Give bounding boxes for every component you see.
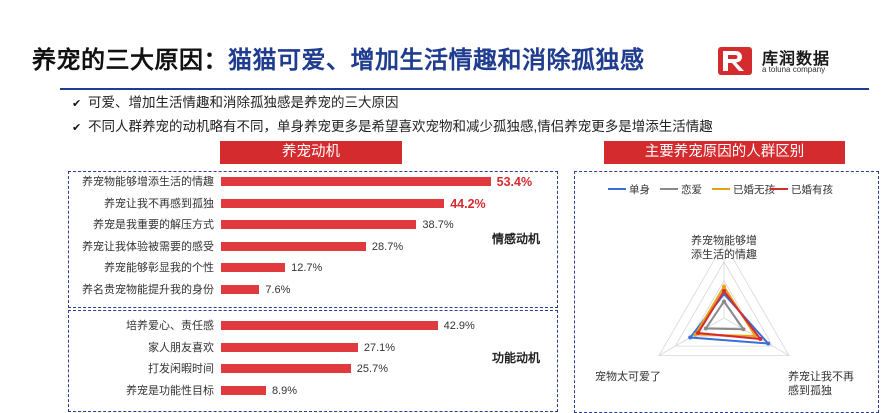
bar-value-label: 27.1% [363, 341, 396, 354]
bar-value-label: 7.6% [265, 284, 291, 296]
radar-point [703, 326, 708, 331]
bullet-1: ✔ 可爱、增加生活情趣和消除孤独感是养宠的三大原因 [72, 91, 399, 111]
radar-grid-ring [690, 279, 758, 338]
title-part-main: 养宠的三大原因： [32, 47, 228, 74]
title-divider [60, 88, 869, 90]
bullet-2: ✔ 不同人群养宠的动机略有不同，单身养宠更多是希望喜欢宠物和减少孤独感,情侣养宠更… [72, 115, 713, 135]
bullet-text: 可爱、增加生活情趣和消除孤独感是养宠的三大原因 [88, 95, 399, 110]
radar-axis-label: 宠物太可爱了 [595, 369, 661, 383]
bar-category-label: 养宠是我重要的解压方式 [93, 219, 214, 232]
radar-series-2 [703, 299, 746, 331]
bar-category-label: 培养爱心、责任感 [126, 320, 214, 332]
logo-subtitle: a toluna company [762, 65, 826, 74]
bar-value-label: 25.7% [356, 363, 388, 376]
title-part-highlight: 猫猫可爱、增加生活情趣和消除孤独感 [228, 47, 645, 74]
brand-logo: 库润数据 a toluna company [718, 44, 868, 78]
radar-grid-ring [658, 242, 790, 356]
legend-label: 已婚有孩 [791, 183, 833, 196]
bar-category-label: 养宠是功能性目标 [126, 384, 214, 397]
bar-category-label: 养宠能够彰显我的个性 [104, 262, 214, 275]
bar-chart-title: 养宠动机 [220, 141, 402, 164]
radar-point [722, 284, 726, 289]
bar [221, 342, 358, 352]
radar-point [766, 341, 771, 346]
radar-point [722, 289, 726, 293]
bar [221, 364, 351, 374]
radar-point [688, 335, 693, 340]
bullet-text: 不同人群养宠的动机略有不同，单身养宠更多是希望喜欢宠物和减少孤独感,情侣养宠更多… [88, 119, 713, 134]
bar-value-label: 8.9% [271, 384, 298, 397]
emotional-motive-box [68, 171, 558, 308]
logo-name: 库润数据 [762, 51, 831, 68]
radar-point [758, 337, 763, 341]
bar-value-label: 28.7% [371, 240, 404, 253]
radar-chart-title: 主要养宠原因的人群区别 [604, 141, 845, 164]
bar-category-label: 打发闲暇时间 [148, 363, 214, 376]
bar-value-label: 38.7% [422, 219, 454, 232]
bullet-check-icon: ✔ [72, 122, 82, 134]
bar-category-label: 养宠让我体验被需要的感受 [82, 240, 214, 253]
bar [221, 321, 438, 330]
bar [221, 385, 266, 395]
bar [221, 285, 260, 294]
legend-label: 恋爱 [681, 183, 702, 196]
bar [221, 177, 491, 186]
bar-category-label: 养宠物能够增添生活的情趣 [82, 176, 214, 188]
bar-category-label: 养宠让我不再感到孤独 [104, 197, 214, 210]
bar-category-label: 家人朋友喜欢 [148, 341, 214, 354]
radar-axis-label: 养宠物能够增添生活的情趣 [691, 233, 757, 261]
radar-point [741, 327, 746, 332]
bar [221, 220, 417, 230]
radar-point [722, 299, 726, 304]
logo-mark-icon [718, 47, 752, 75]
bar [221, 263, 286, 273]
page-title: 养宠的三大原因：猫猫可爱、增加生活情趣和消除孤独感 [32, 40, 645, 75]
bullet-check-icon: ✔ [72, 98, 82, 110]
group-label: 功能动机 [492, 351, 541, 365]
bar-value-label: 42.9% [443, 320, 475, 332]
radar-point [696, 331, 701, 335]
legend-label: 已婚无孩 [733, 183, 775, 196]
bar-value-label: 44.2% [450, 196, 486, 211]
radar-axis-label: 养宠让我不再感到孤独 [788, 369, 854, 397]
bar-value-label: 53.4% [496, 175, 533, 189]
group-label: 情感动机 [492, 232, 541, 246]
radar-grid-ring [674, 260, 774, 347]
bar-value-label: 12.7% [291, 262, 323, 275]
legend-label: 单身 [629, 183, 650, 196]
radar-series-4 [696, 289, 763, 341]
bar [221, 241, 366, 251]
bar-category-label: 养名贵宠物能提升我的身份 [82, 284, 214, 296]
bar [221, 198, 445, 208]
